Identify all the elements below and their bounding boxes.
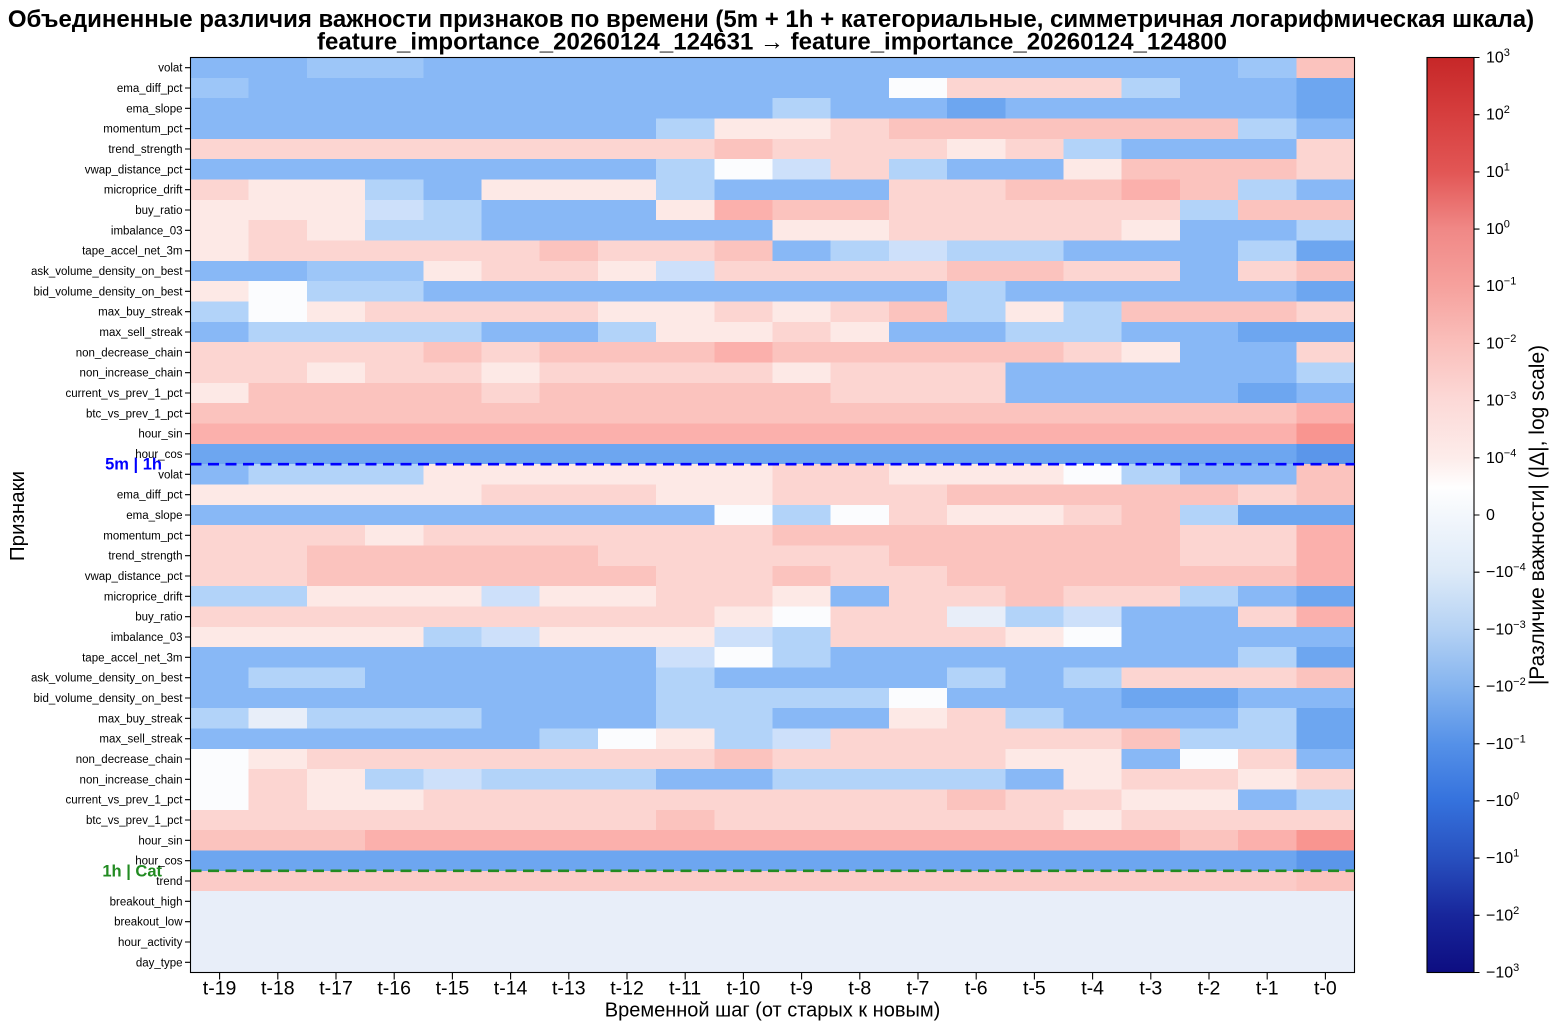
svg-text:vwap_distance_pct: vwap_distance_pct (85, 571, 184, 583)
svg-text:btc_vs_prev_1_pct: btc_vs_prev_1_pct (86, 408, 183, 420)
svg-text:momentum_pct: momentum_pct (103, 530, 183, 542)
svg-text:t-5: t-5 (1023, 978, 1046, 1000)
svg-text:breakout_high: breakout_high (110, 896, 183, 908)
svg-text:microprice_drift: microprice_drift (104, 591, 183, 603)
svg-text:t-12: t-12 (610, 978, 644, 1000)
svg-text:hour_sin: hour_sin (138, 429, 182, 441)
svg-text:t-0: t-0 (1314, 978, 1337, 1000)
svg-text:t-4: t-4 (1081, 978, 1104, 1000)
svg-text:buy_ratio: buy_ratio (135, 205, 182, 217)
svg-text:ema_diff_pct: ema_diff_pct (117, 83, 183, 95)
svg-text:t-15: t-15 (436, 978, 470, 1000)
svg-text:t-6: t-6 (965, 978, 988, 1000)
svg-text:t-1: t-1 (1256, 978, 1279, 1000)
svg-text:microprice_drift: microprice_drift (104, 185, 183, 197)
svg-text:Временной шаг (от старых к нов: Временной шаг (от старых к новым) (605, 1000, 940, 1022)
svg-text:ema_slope: ema_slope (126, 510, 182, 522)
svg-text:5m | 1h: 5m | 1h (105, 456, 162, 474)
svg-text:imbalance_03: imbalance_03 (111, 225, 183, 237)
svg-text:momentum_pct: momentum_pct (103, 124, 183, 136)
svg-text:hour_cos: hour_cos (135, 856, 183, 868)
svg-text:max_sell_streak: max_sell_streak (99, 734, 182, 746)
svg-text:non_increase_chain: non_increase_chain (80, 368, 183, 380)
svg-text:max_buy_streak: max_buy_streak (98, 713, 183, 725)
svg-text:bid_volume_density_on_best: bid_volume_density_on_best (34, 286, 184, 298)
svg-text:t-8: t-8 (848, 978, 871, 1000)
svg-text:ask_volume_density_on_best: ask_volume_density_on_best (31, 673, 183, 685)
svg-text:|Различие важности| (|Δ|, log: |Различие важности| (|Δ|, log scale) (1526, 345, 1549, 685)
svg-text:0: 0 (1486, 507, 1495, 524)
svg-text:trend: trend (156, 876, 182, 888)
svg-text:t-16: t-16 (377, 978, 411, 1000)
svg-text:Объединенные различия важности: Объединенные различия важности признаков… (8, 6, 1534, 33)
svg-text:−103: −103 (1486, 962, 1519, 982)
svg-text:t-17: t-17 (319, 978, 353, 1000)
svg-text:breakout_low: breakout_low (114, 917, 183, 929)
svg-text:feature_importance_20260124_12: feature_importance_20260124_124631 → fea… (317, 29, 1227, 56)
svg-text:t-18: t-18 (261, 978, 295, 1000)
svg-text:non_increase_chain: non_increase_chain (80, 774, 183, 786)
svg-text:tape_accel_net_3m: tape_accel_net_3m (82, 246, 182, 258)
svg-text:volat: volat (158, 63, 183, 75)
svg-text:t-11: t-11 (669, 978, 701, 1000)
svg-text:−100: −100 (1486, 790, 1519, 810)
svg-text:t-13: t-13 (552, 978, 586, 1000)
svg-text:ema_diff_pct: ema_diff_pct (117, 490, 183, 502)
svg-text:hour_activity: hour_activity (118, 937, 183, 949)
svg-text:current_vs_prev_1_pct: current_vs_prev_1_pct (66, 795, 184, 807)
svg-text:1h | Cat: 1h | Cat (102, 863, 162, 881)
svg-text:vwap_distance_pct: vwap_distance_pct (85, 164, 184, 176)
svg-text:t-9: t-9 (790, 978, 813, 1000)
svg-text:t-10: t-10 (727, 978, 761, 1000)
svg-text:non_decrease_chain: non_decrease_chain (76, 754, 183, 766)
svg-text:hour_sin: hour_sin (138, 835, 182, 847)
svg-text:hour_cos: hour_cos (135, 449, 183, 461)
svg-text:day_type: day_type (136, 957, 183, 969)
svg-text:non_decrease_chain: non_decrease_chain (76, 347, 183, 359)
svg-text:Признаки: Признаки (6, 471, 29, 561)
svg-text:ask_volume_density_on_best: ask_volume_density_on_best (31, 266, 183, 278)
svg-text:max_buy_streak: max_buy_streak (98, 307, 183, 319)
svg-text:imbalance_03: imbalance_03 (111, 632, 183, 644)
svg-text:btc_vs_prev_1_pct: btc_vs_prev_1_pct (86, 815, 183, 827)
svg-text:t-2: t-2 (1198, 978, 1221, 1000)
svg-text:max_sell_streak: max_sell_streak (99, 327, 182, 339)
svg-text:t-14: t-14 (494, 978, 528, 1000)
svg-text:current_vs_prev_1_pct: current_vs_prev_1_pct (66, 388, 184, 400)
svg-text:trend_strength: trend_strength (108, 144, 182, 156)
svg-text:trend_strength: trend_strength (108, 551, 182, 563)
svg-text:−102: −102 (1486, 905, 1519, 925)
svg-text:t-7: t-7 (907, 978, 930, 1000)
svg-text:ema_slope: ema_slope (126, 103, 182, 115)
svg-text:−101: −101 (1486, 848, 1519, 868)
svg-text:volat: volat (158, 469, 183, 481)
svg-text:t-3: t-3 (1139, 978, 1162, 1000)
svg-text:t-19: t-19 (203, 978, 237, 1000)
svg-text:tape_accel_net_3m: tape_accel_net_3m (82, 652, 182, 664)
svg-text:buy_ratio: buy_ratio (135, 612, 182, 624)
svg-text:bid_volume_density_on_best: bid_volume_density_on_best (34, 693, 184, 705)
